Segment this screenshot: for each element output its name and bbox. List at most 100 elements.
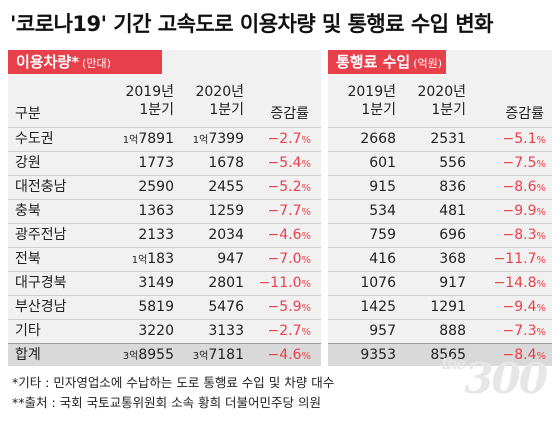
toll-2020-value: 917 — [439, 275, 466, 291]
vehicles-change-unit: % — [301, 303, 311, 314]
row-region: 광주전남 — [15, 227, 67, 243]
row-region: 전북 — [15, 251, 41, 267]
page-title: '코로나19' 기간 고속도로 이용차량 및 통행료 수입 변화 — [10, 12, 493, 36]
row-region: 부산경남 — [15, 299, 67, 315]
vehicles-2019-prefix: 1억 — [122, 135, 139, 146]
vehicles-change-number: −7.7 — [267, 203, 302, 219]
table-row: 957 888 −7.3% — [328, 319, 552, 342]
vehicles-change-number: −5.4 — [267, 155, 302, 171]
toll-2020-value: 836 — [439, 179, 466, 195]
toll-col-change: 증감률 — [484, 105, 544, 147]
toll-change-unit: % — [536, 351, 546, 362]
toll-panel-header: 통행료 수입 (억원) — [328, 50, 446, 74]
table-row: 759 696 −8.3% — [328, 223, 552, 246]
vehicles-change-value: −7.7% — [244, 200, 311, 224]
vehicles-2020-value: 2801 — [178, 272, 244, 296]
table-row: 강원 1773 1678 −5.4% — [8, 151, 321, 174]
table-row: 대전충남 2590 2455 −5.2% — [8, 175, 321, 198]
col-2019-year: 2019년 — [125, 84, 174, 100]
vehicles-2019-value: 3220 — [102, 320, 174, 344]
vehicles-2020-value: 947 — [178, 248, 244, 272]
vehicles-change-value: −5.2% — [244, 176, 311, 200]
vehicles-2020-number: 5476 — [208, 299, 244, 315]
toll-panel-unit: (억원) — [413, 57, 443, 70]
col-2020-year: 2020년 — [195, 84, 244, 100]
vehicles-change-unit: % — [301, 135, 311, 146]
vehicles-change-unit: % — [301, 255, 311, 266]
vehicles-2020-value: 1678 — [178, 152, 244, 176]
toll-col-2019-year: 2019년 — [347, 84, 396, 100]
toll-2020-value: 556 — [439, 155, 466, 171]
vehicles-2020-number: 7399 — [208, 131, 244, 147]
toll-change-unit: % — [536, 159, 546, 170]
toll-2020-value: 2531 — [430, 131, 466, 147]
toll-change-number: −9.9 — [502, 203, 537, 219]
vehicles-panel-unit: (만대) — [82, 57, 111, 70]
vehicles-2019-value: 1773 — [102, 152, 174, 176]
toll-col-2020: 2020년 1분기 — [410, 83, 466, 125]
toll-2019-value: 9353 — [360, 347, 396, 363]
vehicles-change-unit: % — [301, 207, 311, 218]
vehicles-col-change: 증감률 — [254, 105, 309, 147]
toll-change-number: −9.4 — [502, 299, 537, 315]
toll-2020-value: 888 — [439, 323, 466, 339]
watermark-small: the — [441, 354, 466, 373]
vehicles-change-number: −5.9 — [267, 299, 302, 315]
row-region: 수도권 — [15, 131, 54, 147]
toll-2019-value: 957 — [369, 323, 396, 339]
vehicles-change-value: −4.6% — [244, 344, 311, 368]
vehicles-2019-number: 2590 — [138, 179, 174, 195]
vehicles-2019-prefix: 3억 — [122, 351, 139, 362]
vehicles-2019-number: 3220 — [138, 323, 174, 339]
table-row: 부산경남 5819 5476 −5.9% — [8, 295, 321, 318]
vehicles-panel: 이용차량* (만대) 2019년 1분기 2020년 1분기 구분 증감률 수도권… — [8, 50, 321, 366]
toll-col-2019-quarter: 1분기 — [361, 102, 396, 118]
toll-change-unit: % — [536, 327, 546, 338]
toll-change-number: −8.3 — [502, 227, 537, 243]
watermark-big: 300 — [464, 354, 548, 403]
vehicles-2020-number: 947 — [217, 251, 244, 267]
vehicles-2019-number: 5819 — [138, 299, 174, 315]
table-row: 전북 1억183 947 −7.0% — [8, 247, 321, 270]
vehicles-change-unit: % — [301, 327, 311, 338]
table-row: 대구경북 3149 2801 −11.0% — [8, 271, 321, 294]
toll-2020-value: 368 — [439, 251, 466, 267]
vehicles-2020-prefix: 3억 — [192, 351, 209, 362]
toll-col-2020-year: 2020년 — [417, 84, 466, 100]
toll-2020-value: 481 — [439, 203, 466, 219]
vehicles-2019-number: 3149 — [138, 275, 174, 291]
toll-change-value: −9.4% — [474, 296, 546, 320]
vehicles-change-value: −4.6% — [244, 224, 311, 248]
vehicles-2020-number: 2801 — [208, 275, 244, 291]
table-row: 기타 3220 3133 −2.7% — [8, 319, 321, 342]
vehicles-2019-number: 8955 — [138, 347, 174, 363]
toll-change-number: −14.8 — [493, 275, 537, 291]
vehicles-2019-number: 2133 — [138, 227, 174, 243]
toll-change-unit: % — [536, 207, 546, 218]
vehicles-change-unit: % — [301, 231, 311, 242]
vehicles-col-2019: 2019년 1분기 — [102, 83, 174, 125]
toll-2020-value: 8565 — [430, 347, 466, 363]
toll-change-unit: % — [536, 303, 546, 314]
table-row: 수도권 1억7891 1억7399 −2.7% — [8, 127, 321, 150]
vehicles-panel-title: 이용차량* — [16, 53, 80, 71]
toll-col-2020-quarter: 1분기 — [431, 102, 466, 118]
toll-2019-value: 1425 — [360, 299, 396, 315]
toll-change-number: −5.1 — [502, 131, 537, 147]
vehicles-change-value: −5.9% — [244, 296, 311, 320]
vehicles-2020-value: 2455 — [178, 176, 244, 200]
vehicles-2019-value: 2590 — [102, 176, 174, 200]
toll-change-value: −14.8% — [474, 272, 546, 296]
table-row: 1076 917 −14.8% — [328, 271, 552, 294]
table-row: 534 481 −9.9% — [328, 199, 552, 222]
row-region: 대전충남 — [15, 179, 67, 195]
vehicles-change-number: −2.7 — [267, 131, 302, 147]
footnote-source: **출처 : 국회 국토교통위원회 소속 황희 더불어민주당 의원 — [12, 395, 322, 410]
vehicles-change-value: −5.4% — [244, 152, 311, 176]
vehicles-change-value: −11.0% — [244, 272, 311, 296]
toll-change-unit: % — [536, 279, 546, 290]
vehicles-2020-value: 3억7181 — [178, 344, 244, 368]
vehicles-panel-header: 이용차량* (만대) — [8, 50, 162, 74]
toll-change-value: −8.6% — [474, 176, 546, 200]
vehicles-change-unit: % — [301, 279, 311, 290]
